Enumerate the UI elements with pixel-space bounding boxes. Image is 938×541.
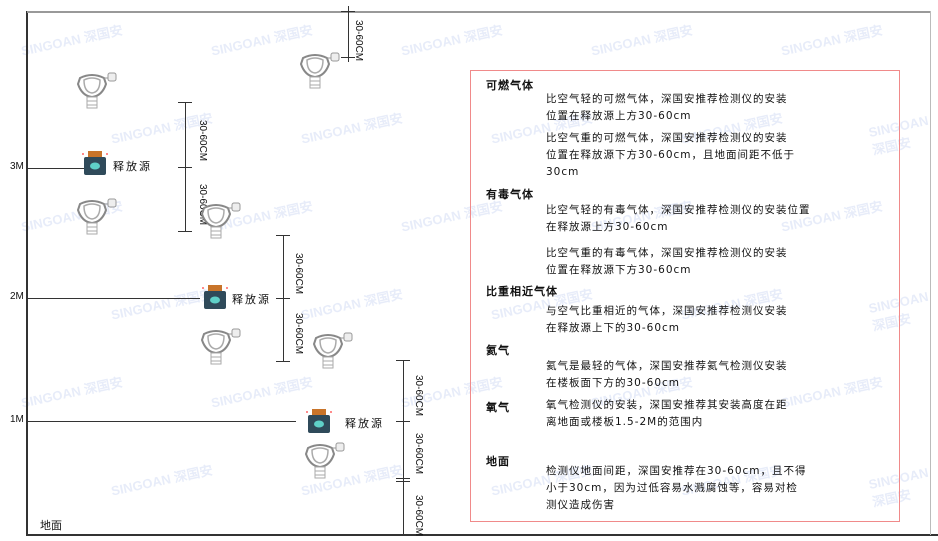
section-heading: 地面 bbox=[486, 455, 510, 468]
gas-detector-icon bbox=[74, 196, 118, 236]
dimension-label: 30-60CM bbox=[413, 375, 424, 417]
wall-line bbox=[26, 11, 28, 536]
level-line-3m bbox=[28, 168, 84, 169]
dimension-tick bbox=[341, 11, 355, 12]
watermark: SINGOAN 深国安 bbox=[209, 374, 314, 411]
floor-line bbox=[27, 534, 938, 536]
source-label: 释放源 bbox=[232, 293, 271, 306]
dimension-label: 30-60CM bbox=[293, 313, 304, 355]
dimension-tick bbox=[178, 102, 192, 103]
release-source-icon bbox=[202, 284, 228, 310]
dimension-line bbox=[403, 360, 404, 536]
section-text: 比空气重的可燃气体，深国安推荐检测仪的安装 位置在释放源下方30-60cm，且地… bbox=[546, 132, 796, 178]
gas-detector-icon bbox=[74, 70, 118, 110]
section-heading: 氦气 bbox=[486, 344, 510, 357]
section-heading: 有毒气体 bbox=[486, 188, 534, 201]
section-heading: 氧气 bbox=[486, 401, 510, 414]
section-text: 氦气是最轻的气体，深国安推荐氦气检测仪安装 在楼板面下方的30-60cm bbox=[546, 360, 788, 389]
section-heading: 可燃气体 bbox=[486, 79, 534, 92]
dimension-tick bbox=[396, 481, 410, 482]
dimension-label: 30-60CM bbox=[197, 120, 208, 162]
dimension-tick bbox=[341, 57, 355, 58]
level-label-1m: 1M bbox=[10, 414, 24, 425]
watermark: SINGOAN 深国安 bbox=[299, 286, 404, 323]
gas-detector-icon bbox=[198, 200, 242, 240]
dimension-tick bbox=[178, 167, 192, 168]
source-label: 释放源 bbox=[345, 417, 384, 430]
section-text: 比空气轻的有毒气体，深国安推荐检测仪的安装位置 在释放源上方30-60cm bbox=[546, 204, 811, 233]
dimension-label: 30-60CM bbox=[293, 253, 304, 295]
section-text: 比空气重的有毒气体，深国安推荐检测仪的安装 位置在释放源下方30-60cm bbox=[546, 247, 788, 276]
section-text: 比空气轻的可燃气体，深国安推荐检测仪的安装 位置在释放源上方30-60cm bbox=[546, 93, 788, 122]
release-source-icon bbox=[82, 150, 108, 176]
gas-detector-icon bbox=[310, 330, 354, 370]
level-label-3m: 3M bbox=[10, 161, 24, 172]
dimension-tick bbox=[276, 361, 290, 362]
dimension-tick bbox=[276, 298, 290, 299]
dimension-tick bbox=[396, 478, 410, 479]
gas-detector-icon bbox=[198, 326, 242, 366]
level-label-2m: 2M bbox=[10, 291, 24, 302]
watermark: SINGOAN 深国安 bbox=[589, 22, 694, 59]
section-text: 检测仪地面间距，深国安推荐在30-60cm，且不得 小于30cm，因为过低容易水… bbox=[546, 465, 807, 511]
level-line-2m bbox=[28, 298, 200, 299]
watermark: SINGOAN 深国安 bbox=[299, 110, 404, 147]
watermark: SINGOAN 深国安 bbox=[19, 22, 124, 59]
source-label: 释放源 bbox=[113, 160, 152, 173]
dimension-label: 30-60CM bbox=[413, 495, 424, 537]
watermark: SINGOAN 深国安 bbox=[19, 374, 124, 411]
gas-detector-icon bbox=[297, 50, 341, 90]
level-line-1m bbox=[28, 421, 296, 422]
section-text: 氧气检测仪的安装，深国安推荐其安装高度在距 离地面或楼板1.5-2M的范围内 bbox=[546, 399, 788, 428]
release-source-icon bbox=[306, 408, 332, 434]
dimension-tick bbox=[178, 231, 192, 232]
dimension-label: 30-60CM bbox=[353, 20, 364, 62]
dimension-label: 30-60CM bbox=[413, 433, 424, 475]
section-heading: 比重相近气体 bbox=[486, 285, 558, 298]
dimension-tick bbox=[396, 421, 410, 422]
dimension-tick bbox=[276, 235, 290, 236]
gas-guidance-panel: 可燃气体 比空气轻的可燃气体，深国安推荐检测仪的安装 位置在释放源上方30-60… bbox=[470, 70, 900, 522]
watermark: SINGOAN 深国安 bbox=[109, 286, 214, 323]
ground-label: 地面 bbox=[40, 520, 62, 532]
dimension-line bbox=[348, 6, 349, 62]
watermark: SINGOAN 深国安 bbox=[109, 462, 214, 499]
watermark: SINGOAN 深国安 bbox=[399, 22, 504, 59]
gas-detector-icon bbox=[302, 440, 346, 480]
dimension-tick bbox=[396, 360, 410, 361]
section-text: 与空气比重相近的气体，深国安推荐检测仪安装 在释放源上下的30-60cm bbox=[546, 305, 788, 334]
right-border bbox=[930, 11, 931, 535]
watermark: SINGOAN 深国安 bbox=[779, 22, 884, 59]
ceiling-line bbox=[27, 11, 931, 13]
